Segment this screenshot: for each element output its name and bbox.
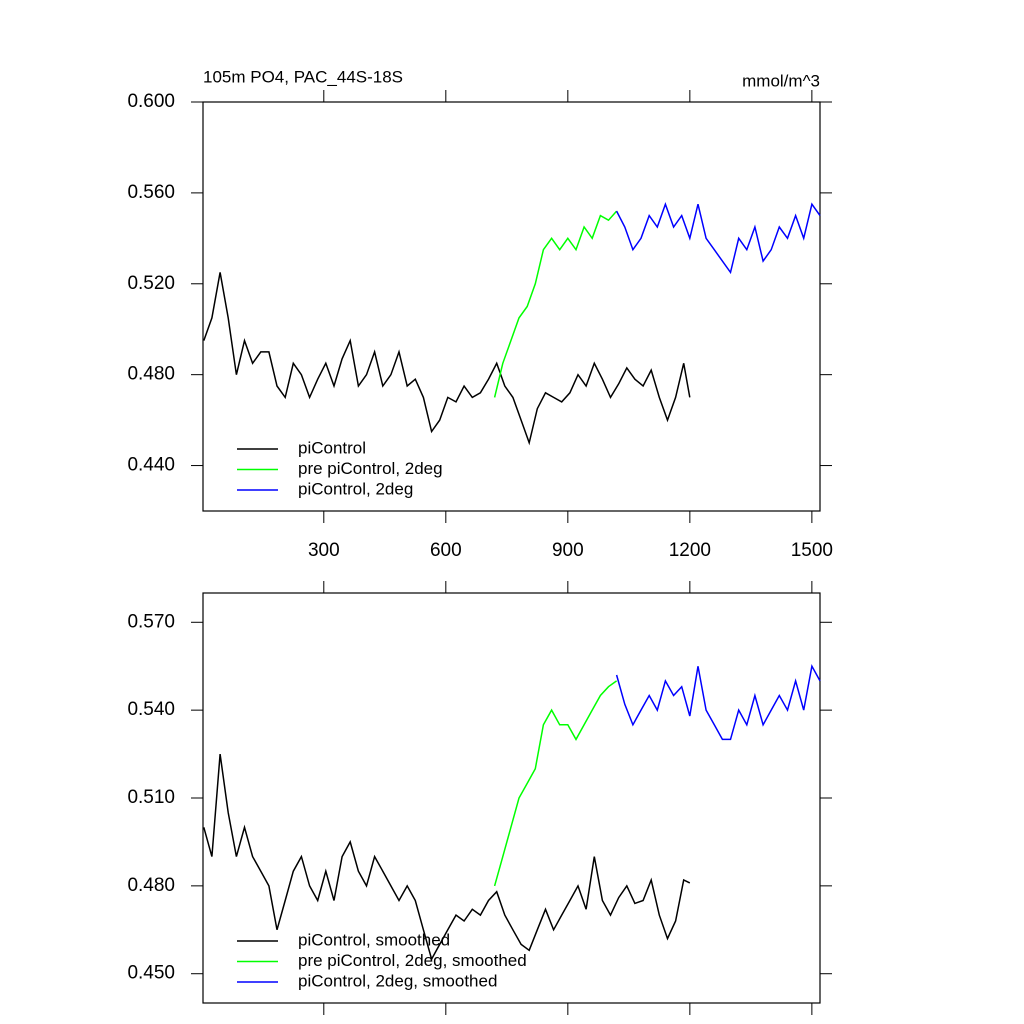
y-tick-label: 0.480 <box>127 875 175 896</box>
plot-frame <box>202 592 821 1004</box>
legend-label: piControl, 2deg <box>298 479 413 498</box>
chart-title: 105m PO4, PAC_44S-18S <box>203 67 403 86</box>
series-line <box>203 753 691 962</box>
series-line <box>203 272 691 446</box>
series-line <box>493 210 618 398</box>
y-tick-label: 0.540 <box>127 699 175 720</box>
legend-label: piControl, smoothed <box>298 930 450 949</box>
plot-frame <box>202 101 821 512</box>
y-tick-label: 0.510 <box>127 787 175 808</box>
x-tick-label: 1500 <box>791 540 833 561</box>
legend-label: piControl <box>298 438 366 457</box>
y-tick-label: 0.570 <box>127 611 175 632</box>
x-tick-label: 600 <box>430 540 462 561</box>
y-tick-label: 0.520 <box>127 273 175 294</box>
x-tick-label: 300 <box>308 540 340 561</box>
legend-label: piControl, 2deg, smoothed <box>298 971 497 990</box>
y-tick-label: 0.480 <box>127 364 175 385</box>
y-tick-label: 0.450 <box>127 963 175 984</box>
series-line <box>615 201 821 275</box>
legend-label: pre piControl, 2deg, smoothed <box>298 951 527 970</box>
series-line <box>493 680 618 887</box>
units-label: mmol/m^3 <box>742 71 820 90</box>
y-tick-label: 0.600 <box>127 91 175 112</box>
legend-label: pre piControl, 2deg <box>298 459 443 478</box>
y-tick-label: 0.440 <box>127 455 175 476</box>
x-tick-label: 1200 <box>669 540 711 561</box>
y-tick-label: 0.560 <box>127 182 175 203</box>
series-line <box>615 664 821 741</box>
x-tick-label: 900 <box>552 540 584 561</box>
